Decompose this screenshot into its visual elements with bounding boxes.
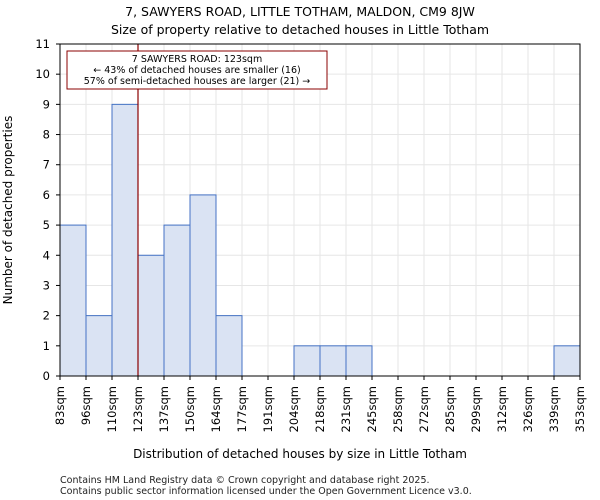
x-tick-label: 231sqm [339,386,353,432]
chart-title: 7, SAWYERS ROAD, LITTLE TOTHAM, MALDON, … [125,4,475,19]
annotation-box: 7 SAWYERS ROAD: 123sqm ← 43% of detached… [66,50,328,90]
x-axis-ticks: 83sqm 96sqm 110sqm 123sqm 137sqm 150sqm 164sqm… [53,376,587,432]
y-tick-label: 4 [43,248,50,262]
x-tick-label: 272sqm [417,386,431,432]
x-tick-label: 204sqm [287,386,301,432]
annotation-line-2: ← 43% of detached houses are smaller (16… [93,65,300,76]
y-tick-label: 9 [43,97,50,111]
y-tick-label: 10 [35,67,50,81]
footer-line-2: Contains public sector information licen… [60,486,472,497]
x-tick-label: 326sqm [521,386,535,432]
x-tick-label: 164sqm [209,386,223,432]
bar-164sqm [215,315,243,377]
annotation-line-1: 7 SAWYERS ROAD: 123sqm [132,54,262,65]
x-tick-label: 258sqm [391,386,405,432]
y-tick-label: 3 [43,278,50,292]
bar-137sqm [163,224,191,377]
bar-83sqm [59,224,87,377]
x-tick-label: 150sqm [183,386,197,432]
bar-204sqm [293,345,321,377]
x-tick-label: 110sqm [105,386,119,432]
x-tick-label: 245sqm [365,386,379,432]
x-tick-label: 339sqm [547,386,561,432]
y-axis-ticks: 0 1 2 3 4 5 6 7 8 9 10 11 [35,37,60,383]
x-tick-label: 177sqm [235,386,249,432]
x-axis-label: Distribution of detached houses by size … [133,447,467,461]
bar-150sqm [189,194,217,377]
bar-96sqm [85,315,113,377]
bar-110sqm [111,103,139,377]
bar-231sqm [345,345,373,377]
y-tick-label: 8 [43,128,50,142]
x-tick-label: 218sqm [313,386,327,432]
bars-group [59,103,581,377]
x-tick-label: 191sqm [261,386,275,432]
x-tick-label: 96sqm [79,386,93,425]
y-tick-label: 0 [43,369,50,383]
y-tick-label: 11 [35,37,50,51]
x-tick-label: 123sqm [131,386,145,432]
bar-339sqm [553,345,581,377]
plot-frame [59,43,581,377]
y-tick-label: 1 [43,339,50,353]
chart-subtitle: Size of property relative to detached ho… [111,22,489,37]
y-tick-label: 2 [43,309,50,323]
bar-218sqm [319,345,347,377]
x-tick-label: 299sqm [469,386,483,432]
x-tick-label: 137sqm [157,386,171,432]
y-tick-label: 6 [43,188,50,202]
footer-line-1: Contains HM Land Registry data © Crown c… [60,475,430,486]
y-tick-label: 7 [43,158,50,172]
x-tick-label: 312sqm [495,386,509,432]
y-tick-label: 5 [43,218,50,232]
y-axis-label: Number of detached properties [1,116,15,305]
annotation-line-3: 57% of semi-detached houses are larger (… [84,76,311,87]
x-tick-label: 285sqm [443,386,457,432]
bar-123sqm [137,254,165,377]
x-tick-label: 353sqm [573,386,587,432]
x-tick-label: 83sqm [53,386,67,425]
